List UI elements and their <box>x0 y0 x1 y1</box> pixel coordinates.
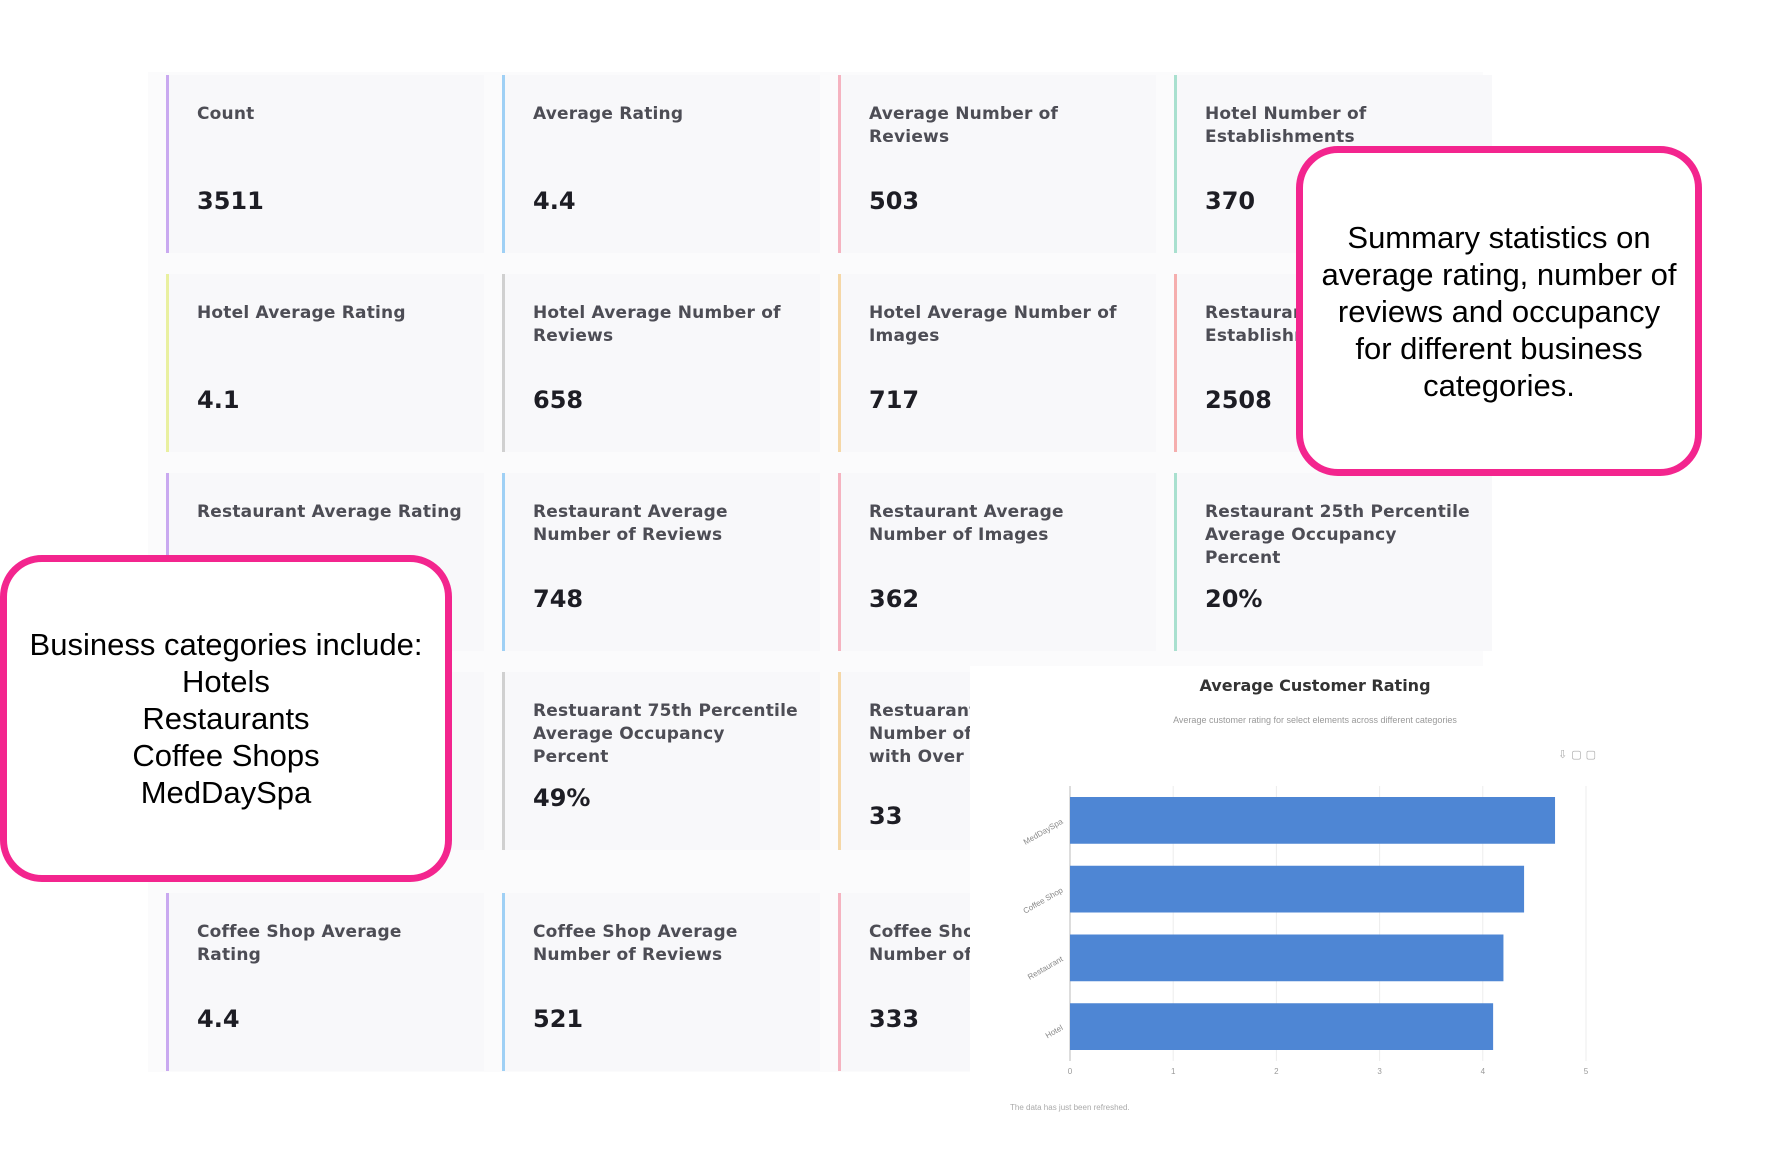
stat-value: 49% <box>533 784 591 812</box>
stat-value: 362 <box>869 585 920 613</box>
category-item: Hotels <box>182 664 270 699</box>
stat-label: Coffee Shop Average Number of Reviews <box>533 922 738 965</box>
chart-title: Average Customer Rating <box>1199 676 1431 695</box>
stat-card-restaurant-reviews: Restaurant Average Number of Reviews 748 <box>502 473 820 651</box>
categories-heading: Business categories include: <box>29 627 423 662</box>
stat-value: 748 <box>533 585 584 613</box>
stat-value: 2508 <box>1205 386 1272 414</box>
stat-card-average-rating: Average Rating 4.4 <box>502 75 820 253</box>
stat-value: 370 <box>1205 187 1256 215</box>
x-tick-label: 5 <box>1584 1067 1589 1076</box>
average-rating-chart-panel: Average Customer Rating Average customer… <box>970 666 1660 1126</box>
chart-subtitle: Average customer rating for select eleme… <box>1173 715 1457 725</box>
expand-icon[interactable]: ▢ <box>1571 749 1586 761</box>
stat-card-average-reviews: Average Number of Reviews 503 <box>838 75 1156 253</box>
bar <box>1070 934 1504 982</box>
stat-card-restaurant-25th-occupancy: Restaurant 25th Percentile Average Occup… <box>1174 473 1492 651</box>
stat-label: Average Number of Reviews <box>869 104 1059 147</box>
stat-label: Coffee Shop Average Rating <box>197 922 402 965</box>
stat-value: 4.1 <box>197 386 240 414</box>
stat-card-hotel-images: Hotel Average Number of Images 717 <box>838 274 1156 452</box>
category-item: MedDaySpa <box>140 775 312 810</box>
stat-label: Restaurant Average Number of Images <box>869 502 1064 545</box>
category-label: MedDaySpa <box>1022 817 1065 847</box>
stat-value: 521 <box>533 1005 584 1033</box>
summary-callout: Summary statistics on average rating, nu… <box>1296 146 1702 476</box>
bar-chart: 0 1 2 3 4 5 MedDaySpa Coffee Shop Restaurant Hote… <box>1022 786 1589 1076</box>
stat-card-coffee-rating: Coffee Shop Average Rating 4.4 <box>166 893 484 1071</box>
x-tick-label: 1 <box>1171 1067 1176 1076</box>
stat-label: Hotel Number of Establishments <box>1205 104 1367 147</box>
stat-label: Restaurant 25th Percentile Average Occup… <box>1205 502 1470 568</box>
stat-card-coffee-reviews: Coffee Shop Average Number of Reviews 52… <box>502 893 820 1071</box>
category-label: Coffee Shop <box>1022 885 1065 915</box>
stat-value: 333 <box>869 1005 920 1033</box>
stat-label: Hotel Average Number of Images <box>869 303 1117 346</box>
stat-label: Count <box>197 104 255 124</box>
stat-card-restaurant-images: Restaurant Average Number of Images 362 <box>838 473 1156 651</box>
stat-label: Average Rating <box>533 104 684 124</box>
summary-callout-text: Summary statistics on average rating, nu… <box>1321 219 1677 403</box>
category-label: Hotel <box>1044 1023 1065 1040</box>
stat-label: Restaurant Average Number of Reviews <box>533 502 728 545</box>
bar <box>1070 865 1525 913</box>
stat-value: 503 <box>869 187 920 215</box>
category-item: Coffee Shops <box>132 738 320 773</box>
stat-card-hotel-rating: Hotel Average Rating 4.1 <box>166 274 484 452</box>
stat-value: 20% <box>1205 585 1263 613</box>
stat-value: 717 <box>869 386 920 414</box>
stat-value: 33 <box>869 802 903 830</box>
x-tick-label: 2 <box>1274 1067 1279 1076</box>
stat-label: Restuarant 75th Percentile Average Occup… <box>533 701 798 767</box>
export-icon[interactable]: ⇩ <box>1558 749 1572 761</box>
categories-list: Hotels Restaurants Coffee Shops MedDaySp… <box>30 663 423 811</box>
bar <box>1070 797 1556 844</box>
x-tick-label: 4 <box>1481 1067 1486 1076</box>
stat-value: 4.4 <box>197 1005 240 1033</box>
stat-value: 658 <box>533 386 584 414</box>
bar <box>1070 1003 1494 1050</box>
chart-toolbar: ⇩▢▢ <box>1558 748 1600 761</box>
stat-card-restaurant-75th-occupancy: Restuarant 75th Percentile Average Occup… <box>502 672 820 850</box>
x-tick-label: 3 <box>1377 1067 1382 1076</box>
category-item: Restaurants <box>142 701 310 736</box>
category-label: Restaurant <box>1026 954 1065 982</box>
stat-label: Hotel Average Rating <box>197 303 406 323</box>
stat-value: 4.4 <box>533 187 576 215</box>
chart-footer: The data has just been refreshed. <box>1010 1103 1130 1112</box>
stat-label: Hotel Average Number of Reviews <box>533 303 781 346</box>
stat-value: 3511 <box>197 187 264 215</box>
categories-callout: Business categories include: Hotels Rest… <box>0 555 452 882</box>
fullscreen-icon[interactable]: ▢ <box>1585 749 1601 761</box>
stat-card-count: Count 3511 <box>166 75 484 253</box>
stat-card-hotel-reviews: Hotel Average Number of Reviews 658 <box>502 274 820 452</box>
x-tick-label: 0 <box>1068 1067 1073 1076</box>
stat-label: Restaurant Average Rating <box>197 502 462 522</box>
